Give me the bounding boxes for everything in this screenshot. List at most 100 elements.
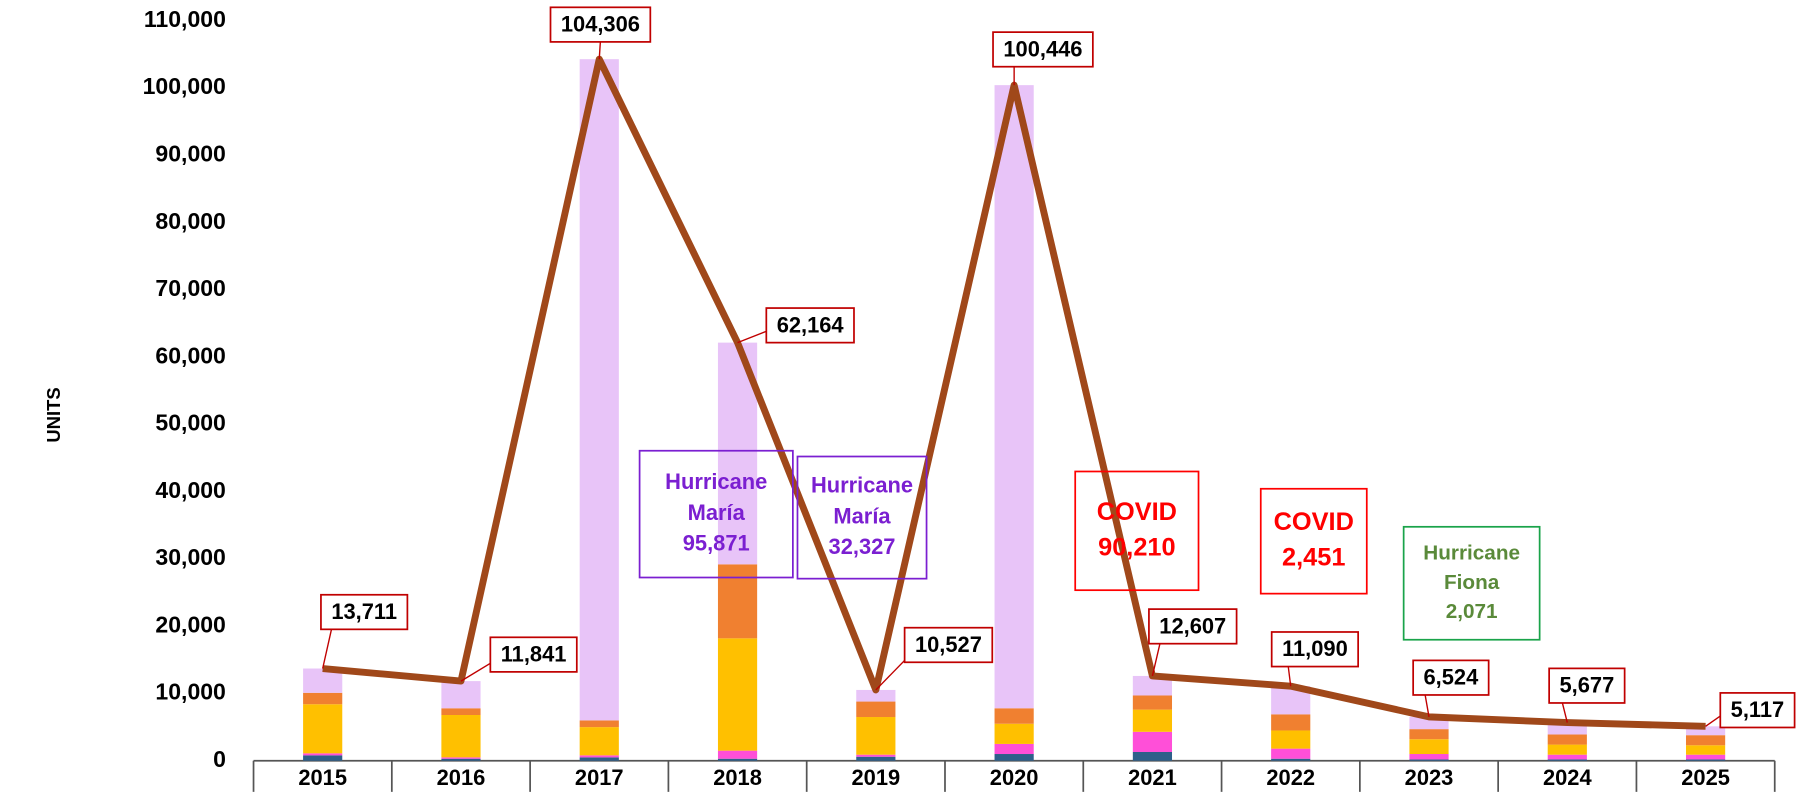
y-tick-label: 80,000 (155, 208, 225, 234)
data-label-box (320, 593, 409, 631)
data-label-box (765, 307, 855, 344)
bar-segment (1685, 745, 1726, 755)
bar-segment (1132, 695, 1173, 710)
data-label: 10,527 (915, 632, 982, 657)
data-label-box (1719, 692, 1796, 729)
bar-segment (994, 723, 1034, 744)
bar-segment (1132, 751, 1173, 761)
data-label: 100,446 (1003, 36, 1082, 61)
x-tick-label: 2024 (1543, 765, 1592, 790)
data-label: 104,306 (561, 12, 640, 37)
data-label-box (903, 626, 994, 664)
data-label: 6,524 (1424, 665, 1480, 690)
annotation-text: 95,871 (683, 531, 750, 556)
y-axis-label: UNITS (43, 387, 64, 442)
bar-segment (994, 754, 1034, 761)
bar-segment (1685, 754, 1726, 760)
annotation-text: COVID (1097, 498, 1177, 526)
data-label-box (1270, 631, 1360, 668)
data-label-group: 10,527 (875, 626, 994, 691)
bar-segment (1547, 759, 1587, 761)
data-label-box (992, 31, 1094, 68)
bar-segment (1132, 731, 1173, 752)
annotation-box (638, 449, 794, 579)
annotation-text: 2,451 (1282, 544, 1345, 572)
data-label: 11,841 (501, 642, 567, 667)
data-label-group: 12,607 (1148, 608, 1238, 677)
data-label: 5,117 (1731, 697, 1785, 722)
bar-segment (994, 708, 1034, 724)
data-label-group: 62,164 (737, 307, 855, 344)
bar-segment (441, 757, 481, 759)
y-tick-label: 50,000 (155, 410, 225, 436)
annotation-text: Hurricane (665, 469, 767, 494)
bar-segment (1409, 754, 1449, 760)
x-tick-label: 2021 (1128, 765, 1177, 790)
data-label-group: 100,446 (992, 31, 1094, 86)
x-tick-label: 2017 (575, 765, 624, 790)
data-label-box (1412, 659, 1490, 696)
bar-segment (1271, 714, 1311, 731)
bar-segment (1132, 709, 1173, 732)
bar-segment (1547, 754, 1587, 760)
data-label-group: 5,677 (1548, 667, 1626, 723)
bar-segment (579, 720, 619, 728)
annotation-text: Fiona (1444, 571, 1500, 594)
bar-segment (1132, 675, 1173, 696)
bar-segment (1547, 744, 1587, 755)
bar-segment (1409, 739, 1449, 755)
bar-segment (1271, 758, 1311, 761)
x-tick-label: 2018 (713, 765, 762, 790)
x-tick-label: 2015 (298, 765, 347, 790)
annotation-box (1074, 470, 1200, 592)
bar-segment (441, 681, 481, 709)
x-tick-label: 2019 (852, 765, 901, 790)
data-label: 11,090 (1282, 636, 1348, 661)
y-tick-label: 100,000 (143, 73, 226, 99)
bar-segment (994, 85, 1034, 709)
annotation-box (1402, 525, 1541, 641)
x-tick-label: 2022 (1266, 765, 1315, 790)
bar-segment (717, 638, 758, 751)
data-label-group: 11,090 (1270, 631, 1360, 687)
bar-segment (441, 758, 481, 761)
bar-segment (579, 727, 619, 756)
y-tick-label: 10,000 (155, 679, 225, 705)
bar-segment (441, 715, 481, 758)
data-label: 13,711 (331, 599, 397, 624)
annotation-text: Hurricane (811, 473, 913, 498)
data-label-box (489, 636, 578, 673)
y-tick-label: 30,000 (155, 544, 225, 570)
x-tick-label: 2016 (437, 765, 486, 790)
bar-segment (856, 754, 896, 757)
bar-segment (717, 758, 758, 761)
bar-segment (579, 755, 619, 758)
annotation-text: 90,210 (1098, 533, 1176, 561)
bar-segment (579, 757, 619, 761)
y-tick-label: 110,000 (144, 6, 226, 32)
bar-segment (717, 564, 758, 639)
bar-segment (1271, 748, 1311, 759)
bar-segment (579, 59, 619, 721)
data-label-group: 13,711 (320, 593, 409, 669)
bar-segment (303, 692, 343, 705)
data-label-group: 5,117 (1705, 692, 1796, 729)
y-tick-label: 90,000 (155, 140, 225, 166)
annotation-text: COVID (1274, 508, 1354, 536)
bar-segment (1685, 759, 1726, 761)
data-label-group: 11,841 (460, 636, 578, 682)
annotation-text: María (833, 503, 891, 528)
y-tick-label: 20,000 (155, 611, 225, 637)
y-tick-label: 0 (213, 746, 226, 772)
y-tick-label: 60,000 (155, 342, 225, 368)
bar-segment (1409, 759, 1449, 761)
bar-segment (1409, 729, 1449, 740)
bar-segment (856, 756, 896, 761)
data-label-group: 6,524 (1412, 659, 1490, 717)
annotation-text: María (688, 500, 746, 525)
bar-segment (856, 717, 896, 755)
bar-segment (1547, 734, 1587, 745)
bar-segment (441, 708, 481, 716)
x-tick-label: 2023 (1405, 765, 1454, 790)
